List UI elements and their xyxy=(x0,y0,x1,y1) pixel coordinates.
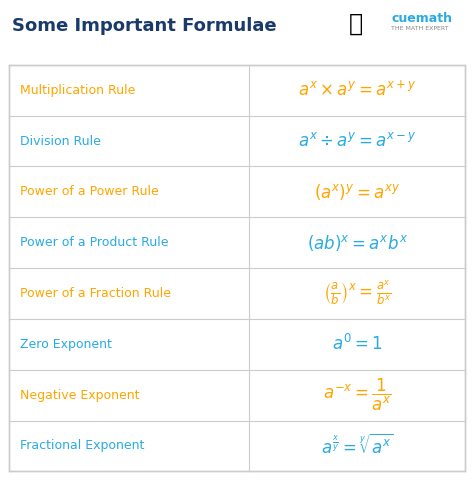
Text: $a^x \times a^y = a^{x+y}$: $a^x \times a^y = a^{x+y}$ xyxy=(298,81,417,100)
Text: Power of a Product Rule: Power of a Product Rule xyxy=(20,236,169,249)
Text: $a^{-x} = \dfrac{1}{a^x}$: $a^{-x} = \dfrac{1}{a^x}$ xyxy=(323,377,392,413)
Text: $(ab)^x = a^xb^x$: $(ab)^x = a^xb^x$ xyxy=(307,233,408,252)
Text: Negative Exponent: Negative Exponent xyxy=(20,389,140,402)
Text: cuemath: cuemath xyxy=(391,12,452,25)
Text: $(a^x)^y = a^{xy}$: $(a^x)^y = a^{xy}$ xyxy=(314,182,400,202)
Text: Zero Exponent: Zero Exponent xyxy=(20,338,112,351)
Text: Multiplication Rule: Multiplication Rule xyxy=(20,84,136,96)
Text: Some Important Formulae: Some Important Formulae xyxy=(12,17,276,35)
Bar xyxy=(9,65,465,471)
Text: THE MATH EXPERT: THE MATH EXPERT xyxy=(391,26,448,31)
Text: $\left(\frac{a}{b}\right)^x = \frac{a^x}{b^x}$: $\left(\frac{a}{b}\right)^x = \frac{a^x}… xyxy=(323,279,392,308)
Text: Fractional Exponent: Fractional Exponent xyxy=(20,440,145,453)
Text: Power of a Fraction Rule: Power of a Fraction Rule xyxy=(20,287,172,300)
Text: Division Rule: Division Rule xyxy=(20,134,101,147)
Text: $a^0 = 1$: $a^0 = 1$ xyxy=(332,334,383,354)
Text: 🚀: 🚀 xyxy=(348,12,363,36)
Text: Power of a Power Rule: Power of a Power Rule xyxy=(20,185,159,198)
Text: $a^x \div a^y = a^{x-y}$: $a^x \div a^y = a^{x-y}$ xyxy=(298,132,417,150)
Text: $a^{\frac{x}{y}} = \sqrt[y]{a^x}$: $a^{\frac{x}{y}} = \sqrt[y]{a^x}$ xyxy=(321,434,393,458)
